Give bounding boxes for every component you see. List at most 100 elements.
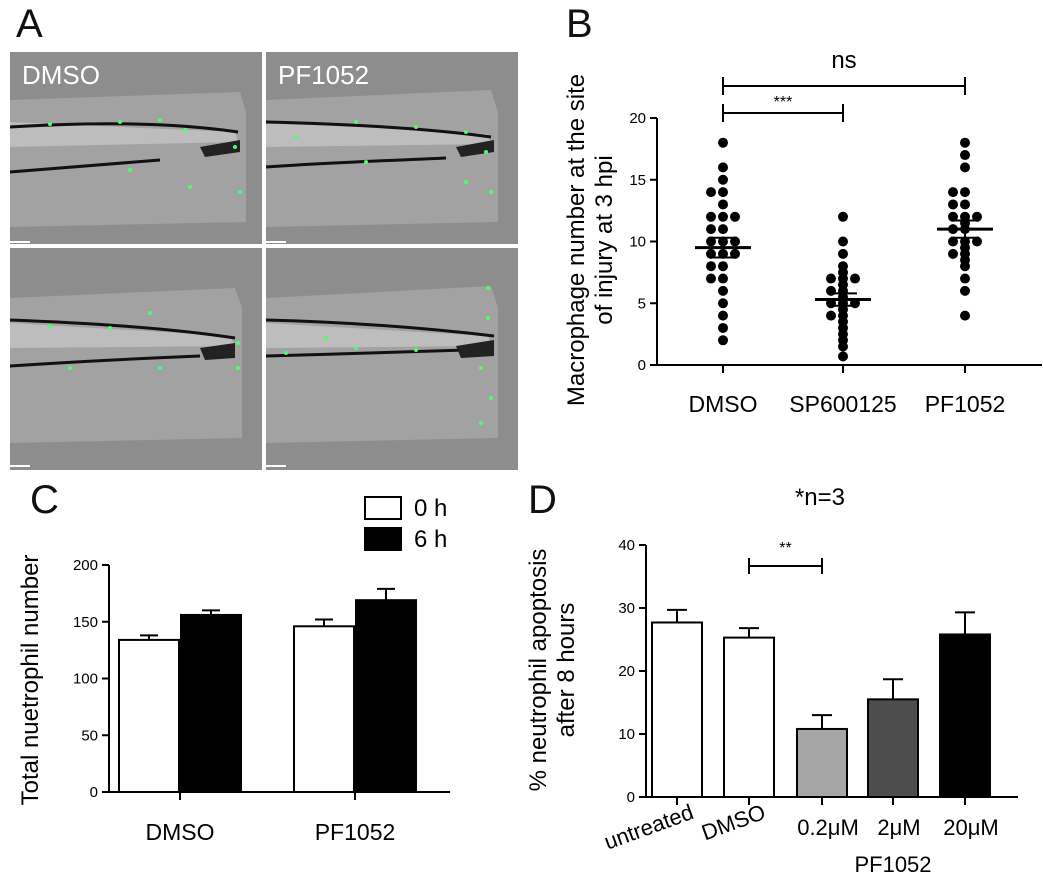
b-data-point [706, 248, 716, 259]
b-x-tick-label: PF1052 [925, 391, 1006, 417]
panel-letter-d: D [528, 478, 557, 522]
fin-tissue-image [266, 90, 498, 243]
c-legend-swatch [364, 527, 402, 551]
d-y-axis-label: % neutrophil apoptosisafter 8 hours [525, 549, 580, 792]
panel-letter-a: A [16, 2, 43, 46]
b-data-point [718, 273, 728, 284]
b-data-point [960, 162, 970, 173]
b-data-point [718, 335, 728, 346]
fin-tissue-image [266, 286, 498, 467]
d-x-tick-label: 2μM [877, 815, 920, 840]
micro-image-dmso-bottom [10, 248, 262, 470]
b-data-point [706, 187, 716, 198]
d-significance-label: ** [779, 540, 791, 557]
b-data-point [718, 322, 728, 333]
d-bar [723, 636, 775, 798]
c-legend-swatch [364, 496, 402, 520]
b-y-tick-label: 5 [638, 295, 646, 312]
b-data-point [730, 248, 740, 259]
c-bar [118, 638, 180, 793]
micro-label: DMSO [22, 60, 100, 90]
d-bar [796, 727, 848, 799]
b-y-tick-label: 10 [629, 234, 646, 251]
b-y-axis-label: Macrophage number at the siteof injury a… [563, 74, 618, 406]
b-y-tick-label: 20 [629, 110, 646, 127]
panel-letter-b: B [566, 2, 593, 46]
b-data-point [960, 199, 970, 210]
b-x-tick-label: SP600125 [789, 391, 896, 417]
b-data-point [706, 224, 716, 235]
c-x-tick-label: DMSO [146, 819, 215, 845]
b-significance-label: ns [831, 47, 856, 74]
micro-image-dmso-top: DMSO [10, 52, 262, 244]
b-data-point [960, 187, 970, 198]
d-chart-title: *n=3 [795, 484, 845, 511]
c-legend-label: 0 h [414, 495, 447, 522]
b-data-point [718, 137, 728, 148]
d-x-tick-label: DMSO [698, 799, 769, 845]
b-data-point [718, 199, 728, 210]
b-data-point [948, 187, 958, 198]
b-data-point [838, 236, 848, 247]
fin-tissue-image [10, 288, 242, 467]
d-y-tick-label: 0 [627, 789, 635, 806]
d-bar [939, 633, 991, 799]
b-x-tick-label: DMSO [689, 391, 758, 417]
b-data-point [718, 174, 728, 185]
b-data-point [960, 211, 970, 222]
c-y-tick-label: 50 [81, 727, 98, 744]
b-significance-label: *** [774, 94, 793, 111]
c-x-tick-label: PF1052 [315, 819, 396, 845]
b-data-point [730, 236, 740, 247]
b-data-point [718, 285, 728, 296]
d-y-tick-label: 30 [618, 600, 635, 617]
c-y-tick-label: 200 [73, 557, 98, 574]
fin-tissue-image [10, 92, 246, 243]
b-y-tick-label: 0 [638, 357, 646, 374]
b-data-point [838, 211, 848, 222]
b-data-point [706, 211, 716, 222]
b-data-point [838, 261, 848, 272]
b-data-point [706, 273, 716, 284]
b-data-point [718, 224, 728, 235]
d-y-tick-label: 20 [618, 663, 635, 680]
d-group-label: PF1052 [854, 852, 931, 877]
b-data-point [706, 261, 716, 272]
d-bar [867, 698, 919, 798]
b-data-point [838, 248, 848, 259]
b-data-point [826, 310, 836, 321]
b-data-point [706, 236, 716, 247]
b-data-point [850, 273, 860, 284]
b-data-point [960, 236, 970, 247]
b-data-point [730, 211, 740, 222]
b-data-point [826, 285, 836, 296]
d-y-tick-label: 10 [618, 726, 635, 743]
micro-label: PF1052 [278, 60, 370, 90]
b-data-point [718, 298, 728, 309]
b-data-point [960, 137, 970, 148]
b-data-point [960, 285, 970, 296]
b-data-point [972, 236, 982, 247]
b-data-point [718, 261, 728, 272]
b-data-point [718, 162, 728, 173]
c-legend-label: 6 h [414, 526, 447, 553]
b-y-tick-label: 15 [629, 172, 646, 189]
b-data-point [960, 150, 970, 161]
b-data-point [948, 248, 958, 259]
c-y-tick-label: 0 [90, 784, 98, 801]
d-y-tick-label: 40 [618, 537, 635, 554]
c-bar [355, 599, 417, 793]
d-bar [651, 621, 703, 798]
b-data-point [838, 351, 848, 362]
b-data-point [718, 310, 728, 321]
b-data-point [960, 310, 970, 321]
c-y-tick-label: 150 [73, 614, 98, 631]
b-data-point [718, 187, 728, 198]
b-data-point [948, 211, 958, 222]
c-bar [293, 625, 355, 793]
b-data-point [948, 199, 958, 210]
micro-image-pf1052-bottom [266, 248, 518, 470]
c-y-tick-label: 100 [73, 671, 98, 688]
d-x-tick-label: 20μM [943, 815, 998, 840]
